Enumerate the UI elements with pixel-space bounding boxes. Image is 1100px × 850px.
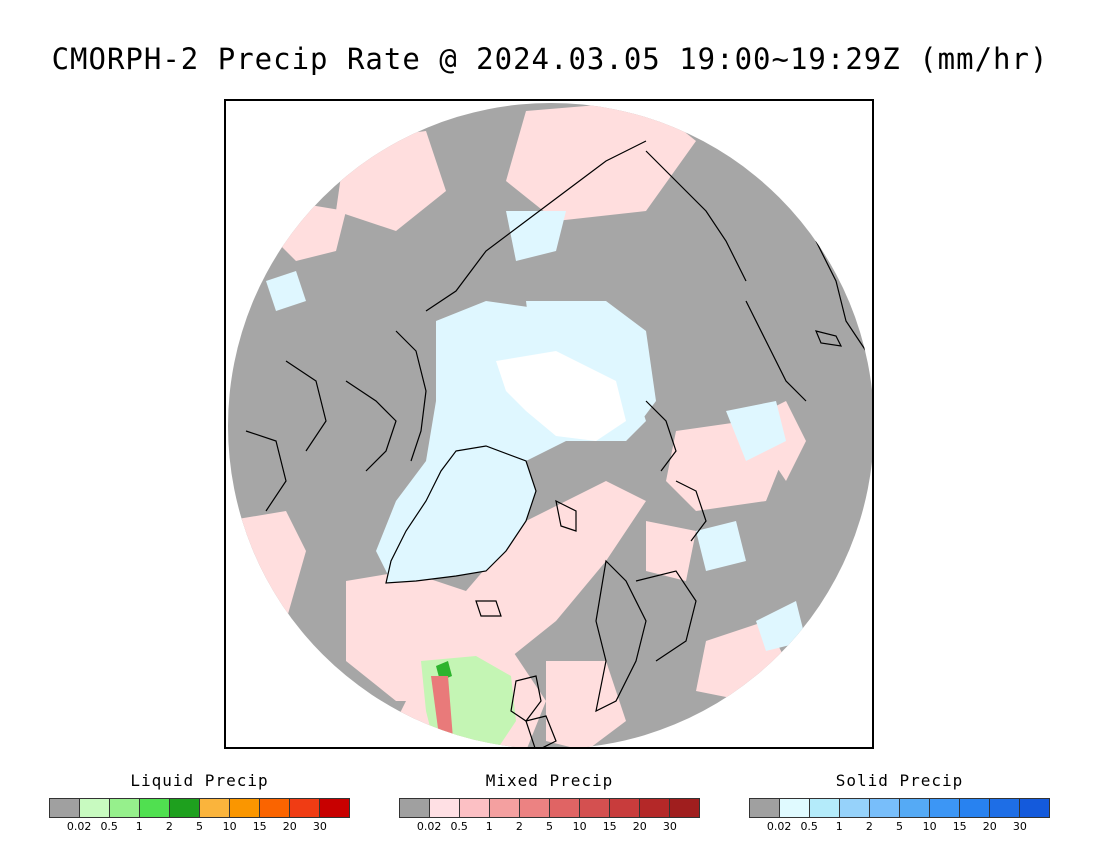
legend-solid-tick-label: 0.02	[766, 820, 792, 833]
greenland-snow	[386, 446, 536, 583]
legend-solid-swatch	[840, 799, 870, 817]
legend-mixed-swatch	[580, 799, 610, 817]
legend-liquid-tick-label: 10	[222, 820, 237, 833]
legend-mixed-tick-label: 0.02	[416, 820, 442, 833]
legend-mixed-swatch	[640, 799, 670, 817]
legend-mixed-tick-label: 1	[485, 820, 493, 833]
legend-solid-swatch	[990, 799, 1020, 817]
legend-liquid-tick-label: 0.02	[66, 820, 92, 833]
legend-solid-tick-label: 15	[952, 820, 967, 833]
legend-solid-swatch	[780, 799, 810, 817]
legend-liquid-swatch	[290, 799, 320, 817]
legend-liquid-title: Liquid Precip	[130, 771, 269, 790]
legend-mixed: Mixed Precip 0.02 0.5 1 2 5 10 15 20 30	[399, 770, 700, 834]
legend-solid-tick-label: 10	[922, 820, 937, 833]
legend-mixed-tick-label: 5	[546, 820, 553, 833]
legend-solid-ticks: 0.02 0.5 1 2 5 10 15 20 30	[749, 818, 1050, 834]
legend-solid-swatch	[1020, 799, 1049, 817]
legend-liquid-swatch	[320, 799, 349, 817]
legend-solid-title: Solid Precip	[835, 771, 964, 790]
legend-solid-bar	[749, 798, 1050, 818]
legend-solid: Solid Precip 0.02 0.5 1 2 5 10 15 20 30	[749, 770, 1050, 834]
legend-solid-swatch	[750, 799, 780, 817]
legend-solid-tick-label: 2	[865, 820, 873, 833]
legend-solid-tick-label: 5	[896, 820, 903, 833]
legend-solid-tick-label: 20	[982, 820, 997, 833]
legend-liquid-ticks: 0.02 0.5 1 2 5 10 15 20 30	[49, 818, 350, 834]
legend-mixed-swatch	[670, 799, 699, 817]
legend-liquid-tick-label: 2	[165, 820, 173, 833]
legend-mixed-swatch	[400, 799, 430, 817]
legend-liquid-swatch	[140, 799, 170, 817]
legend-mixed-tick-label: 10	[572, 820, 587, 833]
legend-mixed-swatch	[460, 799, 490, 817]
legend-solid-tick-label: 0.5	[800, 820, 818, 833]
legend-liquid-swatch	[200, 799, 230, 817]
legend-mixed-swatch	[430, 799, 460, 817]
legend-solid-swatch	[810, 799, 840, 817]
legend-solid-swatch	[960, 799, 990, 817]
legend-mixed-swatch	[610, 799, 640, 817]
legend-solid-tick-label: 1	[835, 820, 843, 833]
legend-liquid-swatch	[260, 799, 290, 817]
legend-mixed-tick-label: 2	[515, 820, 523, 833]
legend-mixed-swatch	[490, 799, 520, 817]
legend-liquid-swatch	[50, 799, 80, 817]
legend-liquid-swatch	[110, 799, 140, 817]
chart-title: CMORPH-2 Precip Rate @ 2024.03.05 19:00~…	[51, 42, 1049, 76]
legend-liquid-bar	[49, 798, 350, 818]
legend-liquid-tick-label: 15	[252, 820, 267, 833]
legend-mixed-swatch	[520, 799, 550, 817]
legend-liquid-tick-label: 1	[135, 820, 143, 833]
legend-mixed-bar	[399, 798, 700, 818]
legend-liquid: Liquid Precip 0.02 0.5 1 2 5 10 15 20 30	[49, 770, 350, 834]
map-disk	[228, 103, 872, 747]
legend-liquid-swatch	[230, 799, 260, 817]
legend-solid-swatch	[930, 799, 960, 817]
polar-map	[224, 99, 874, 749]
legend-solid-tick-label: 30	[1012, 820, 1027, 833]
legend-liquid-tick-label: 30	[312, 820, 327, 833]
legend-solid-swatch	[900, 799, 930, 817]
legend-mixed-title: Mixed Precip	[485, 771, 614, 790]
legend-liquid-swatch	[170, 799, 200, 817]
coastlines	[245, 140, 867, 747]
legend-liquid-tick-label: 20	[282, 820, 297, 833]
legend-mixed-tick-label: 30	[662, 820, 677, 833]
legend-mixed-tick-label: 20	[632, 820, 647, 833]
legend-mixed-swatch	[550, 799, 580, 817]
legend-mixed-tick-label: 15	[602, 820, 617, 833]
legend-liquid-tick-label: 5	[196, 820, 203, 833]
legend-liquid-tick-label: 0.5	[100, 820, 118, 833]
precip-map-svg	[228, 103, 872, 747]
legend-mixed-ticks: 0.02 0.5 1 2 5 10 15 20 30	[399, 818, 700, 834]
legend-solid-swatch	[870, 799, 900, 817]
legend-mixed-tick-label: 0.5	[450, 820, 468, 833]
snow-core-area	[496, 351, 626, 441]
legend-liquid-swatch	[80, 799, 110, 817]
